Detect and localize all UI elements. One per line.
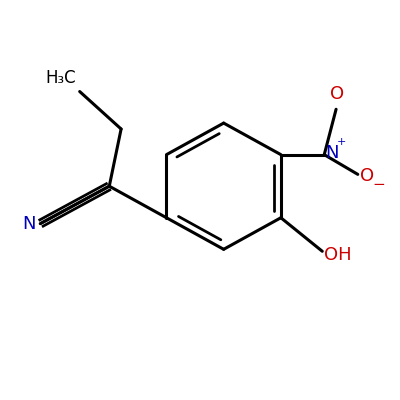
Text: OH: OH xyxy=(324,246,352,264)
Text: N: N xyxy=(326,144,339,162)
Text: O: O xyxy=(360,167,374,185)
Text: +: + xyxy=(337,137,347,147)
Text: −: − xyxy=(373,177,386,192)
Text: H₃C: H₃C xyxy=(45,69,76,87)
Text: O: O xyxy=(330,85,344,103)
Text: N: N xyxy=(22,215,36,233)
